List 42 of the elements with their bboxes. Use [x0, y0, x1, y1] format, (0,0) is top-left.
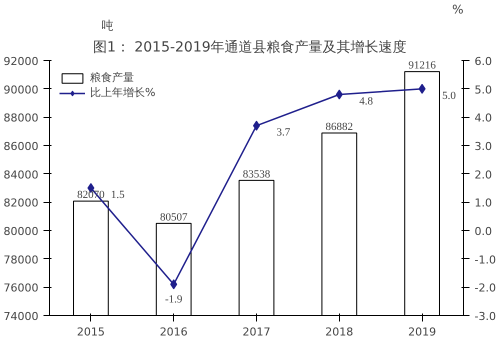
data-label: 5.0 [442, 90, 456, 102]
x-tick-label: 2017 [242, 326, 271, 338]
x-tick-label: 2015 [76, 326, 105, 338]
y-tick-label: 78000 [4, 253, 39, 266]
x-tick-label: 2018 [325, 326, 354, 338]
y2-tick-label: 6.0 [474, 55, 492, 68]
point [336, 90, 343, 100]
legend-label: 比上年增长% [90, 85, 156, 100]
x-tick-label: 2016 [160, 326, 188, 338]
y-tick-label: 82000 [4, 196, 39, 210]
y2-tick-label: -2.0 [474, 282, 496, 295]
y-tick-label: 80000 [4, 225, 39, 238]
y2-tick-label: 2.0 [474, 168, 492, 182]
data-label: 4.8 [359, 96, 374, 108]
data-label: 83538 [242, 168, 271, 180]
y-tick-label: 90000 [4, 83, 39, 96]
data-label: 80507 [160, 211, 188, 224]
data-label: -1.9 [164, 293, 183, 306]
y-tick-label: 76000 [4, 282, 39, 295]
legend-label: 粮食产量 [90, 70, 134, 85]
data-label: 3.7 [276, 126, 291, 139]
point [418, 84, 426, 94]
y2-tick-label: -3.0 [474, 310, 496, 323]
y2-tick-label: 5.0 [474, 83, 492, 96]
y2-tick-label: 3.0 [474, 140, 492, 153]
data-label: 1.5 [110, 189, 126, 201]
data-label: 91216 [408, 60, 436, 72]
y-tick-label: 88000 [4, 112, 39, 125]
y-tick-label: 74000 [4, 310, 39, 323]
y-tick-label: 92000 [4, 55, 39, 68]
data-label: 86882 [326, 121, 354, 134]
y-tick-label: 84000 [4, 168, 39, 182]
chart-title: 图1： 2015-2019年通道县粮食产量及其增长速度 [92, 40, 407, 56]
y2-axis-title: % [452, 2, 464, 16]
y2-tick-label: 4.0 [474, 112, 492, 125]
y2-tick-label: -1.0 [474, 253, 496, 266]
point [170, 279, 178, 290]
y-tick-label: 86000 [4, 140, 39, 153]
y-axis-title: 吨 [102, 18, 114, 32]
y2-tick-label: 0.0 [474, 225, 492, 238]
x-tick-label: 2019 [408, 326, 436, 338]
y2-tick-label: 1.0 [474, 196, 492, 210]
